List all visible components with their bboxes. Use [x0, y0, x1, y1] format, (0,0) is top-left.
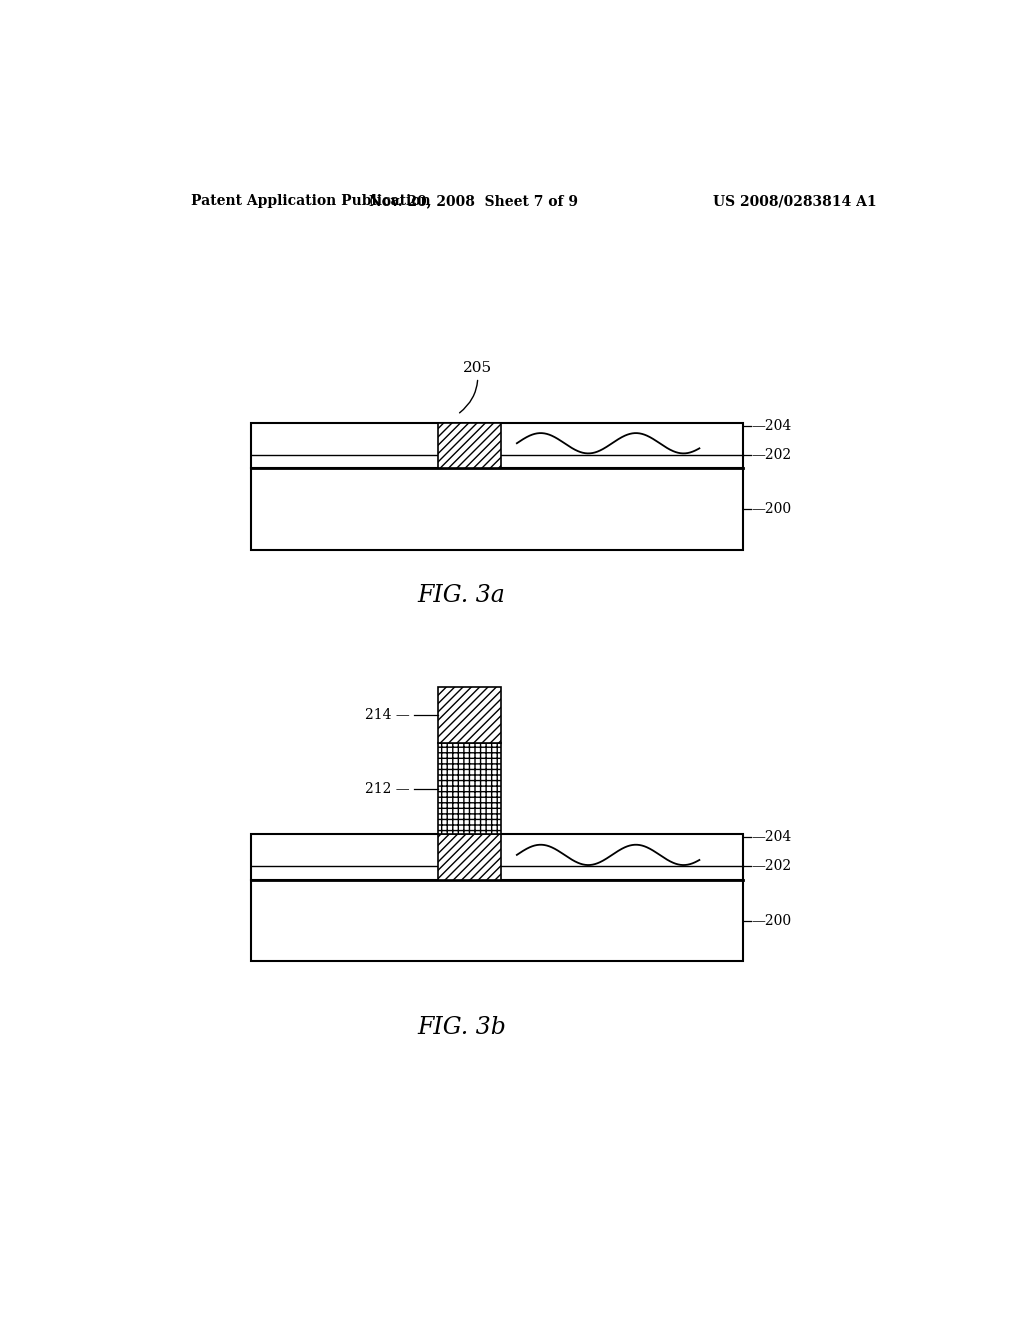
Bar: [437, 686, 501, 743]
Text: —204: —204: [751, 830, 792, 845]
Text: —200: —200: [751, 913, 792, 928]
Text: 212 —: 212 —: [366, 781, 410, 796]
Text: Patent Application Publication: Patent Application Publication: [191, 194, 431, 209]
Bar: [437, 422, 501, 469]
Text: 205: 205: [460, 360, 492, 413]
Text: —202: —202: [751, 447, 792, 462]
Text: US 2008/0283814 A1: US 2008/0283814 A1: [713, 194, 877, 209]
Bar: [251, 834, 743, 880]
Text: —202: —202: [751, 859, 792, 874]
Text: FIG. 3b: FIG. 3b: [417, 1016, 506, 1039]
Bar: [251, 880, 743, 961]
Bar: [251, 469, 743, 549]
Text: —204: —204: [751, 418, 792, 433]
Bar: [437, 743, 501, 834]
Text: —200: —200: [751, 502, 792, 516]
Bar: [437, 834, 501, 880]
Bar: [251, 422, 743, 469]
Text: Nov. 20, 2008  Sheet 7 of 9: Nov. 20, 2008 Sheet 7 of 9: [369, 194, 578, 209]
Text: FIG. 3a: FIG. 3a: [418, 583, 505, 607]
Text: 214 —: 214 —: [365, 708, 410, 722]
